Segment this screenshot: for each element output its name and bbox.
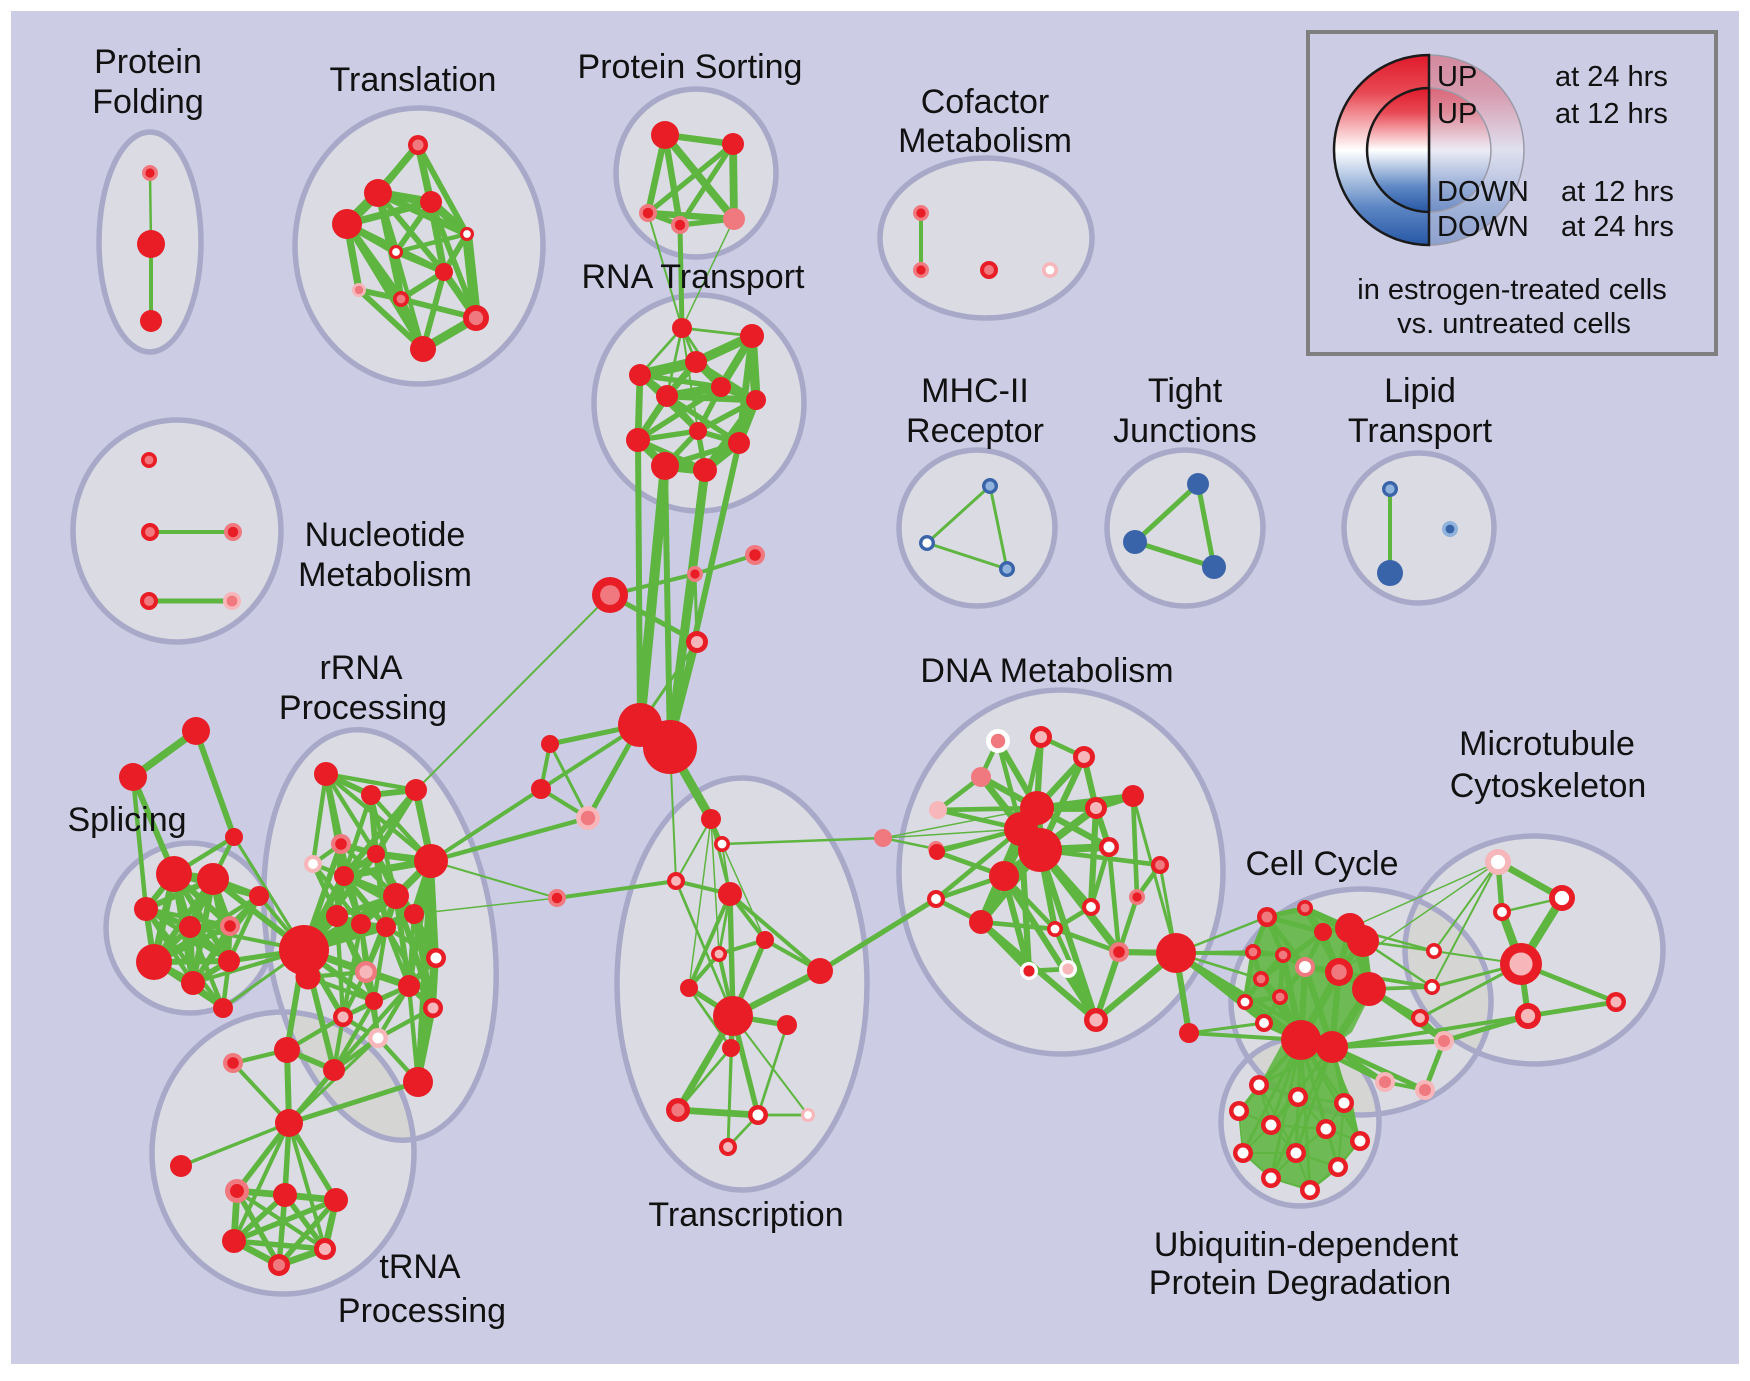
svg-text:tRNA: tRNA [379, 1248, 461, 1286]
svg-text:Tight: Tight [1148, 372, 1223, 410]
svg-text:at 12 hrs: at 12 hrs [1561, 176, 1674, 208]
svg-text:in estrogen-treated cells: in estrogen-treated cells [1357, 274, 1667, 306]
svg-text:Metabolism: Metabolism [898, 122, 1072, 160]
svg-text:MHC-II: MHC-II [921, 372, 1029, 410]
svg-text:at 24 hrs: at 24 hrs [1561, 211, 1674, 243]
svg-text:Receptor: Receptor [906, 412, 1044, 450]
svg-text:vs. untreated cells: vs. untreated cells [1397, 308, 1631, 340]
svg-text:Microtubule: Microtubule [1459, 725, 1635, 763]
svg-text:at 12 hrs: at 12 hrs [1555, 98, 1668, 130]
svg-text:Cytoskeleton: Cytoskeleton [1450, 767, 1647, 805]
svg-text:Lipid: Lipid [1384, 372, 1456, 410]
svg-text:DNA Metabolism: DNA Metabolism [920, 652, 1173, 690]
svg-text:Metabolism: Metabolism [298, 556, 472, 594]
svg-text:Ubiquitin-dependent: Ubiquitin-dependent [1154, 1226, 1459, 1264]
svg-text:Protein: Protein [94, 43, 202, 81]
svg-text:Cell Cycle: Cell Cycle [1245, 845, 1398, 883]
svg-text:DOWN: DOWN [1437, 211, 1529, 243]
svg-text:Processing: Processing [338, 1292, 506, 1330]
svg-text:Nucleotide: Nucleotide [305, 516, 466, 554]
svg-text:Protein Degradation: Protein Degradation [1149, 1264, 1451, 1302]
svg-text:Processing: Processing [279, 689, 447, 727]
svg-text:Junctions: Junctions [1113, 412, 1257, 450]
svg-text:Protein Sorting: Protein Sorting [578, 48, 803, 86]
svg-text:Transcription: Transcription [648, 1196, 843, 1234]
svg-text:Splicing: Splicing [67, 801, 186, 839]
svg-text:Folding: Folding [92, 83, 204, 121]
svg-text:DOWN: DOWN [1437, 176, 1529, 208]
svg-text:UP: UP [1437, 61, 1477, 93]
svg-text:Transport: Transport [1348, 412, 1493, 450]
svg-text:Cofactor: Cofactor [921, 83, 1050, 121]
svg-text:RNA Transport: RNA Transport [582, 258, 806, 296]
svg-text:Translation: Translation [330, 61, 497, 99]
svg-text:rRNA: rRNA [319, 649, 402, 687]
svg-text:at 24 hrs: at 24 hrs [1555, 61, 1668, 93]
svg-text:UP: UP [1437, 98, 1477, 130]
